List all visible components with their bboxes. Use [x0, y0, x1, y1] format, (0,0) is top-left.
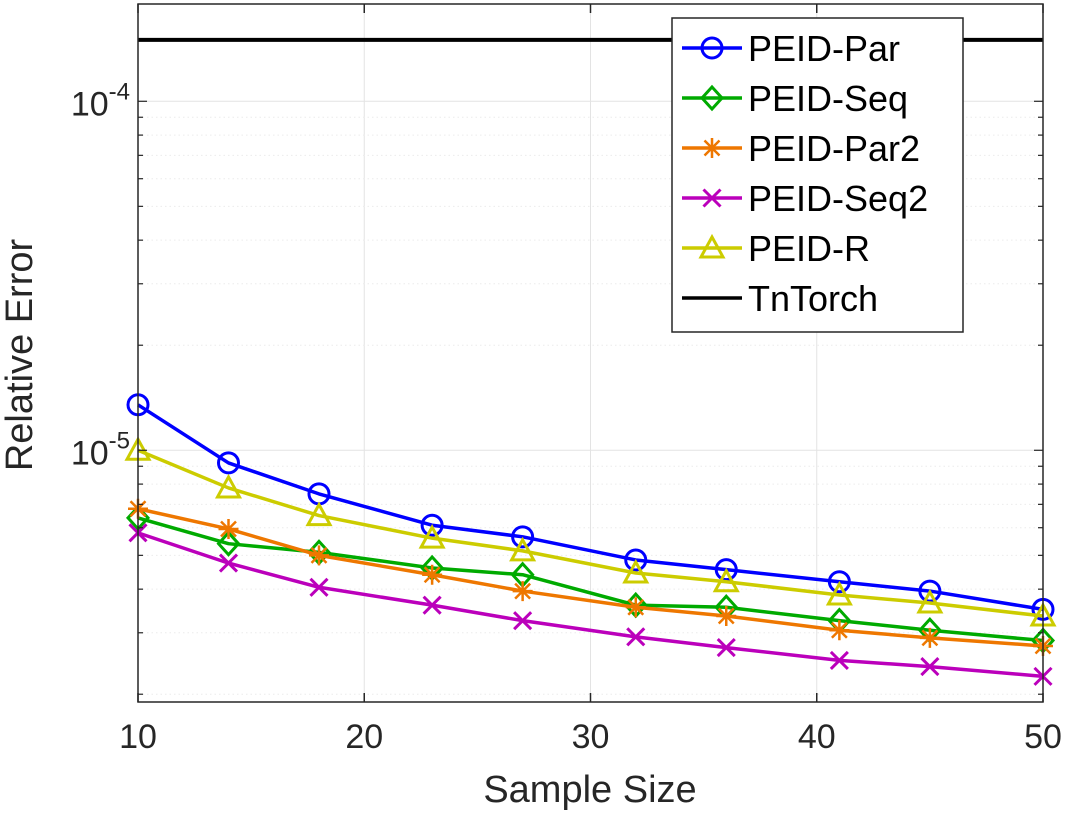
legend-item: TnTorch [682, 278, 878, 319]
series-line [137, 448, 1044, 618]
marker-triangle [712, 567, 740, 593]
x-tick-label: 30 [572, 718, 610, 756]
x-tick-label: 20 [345, 718, 383, 756]
legend: PEID-Par PEID-Seq PEID-Par2 PEID-Seq2 PEID-R… [671, 17, 964, 333]
marker-asterisk [309, 545, 329, 566]
marker-circle [511, 525, 535, 549]
series-line [137, 531, 1044, 679]
legend-box [671, 17, 964, 333]
y-tick-base: 10 [71, 85, 109, 123]
marker-circle [714, 558, 738, 582]
marker-asterisk [422, 564, 443, 585]
y-tick-label: 10-5 [71, 427, 130, 472]
marker-triangle [214, 473, 243, 499]
legend-item: PEID-Seq2 [682, 178, 928, 219]
marker-triangle [916, 588, 944, 614]
marker-asterisk [829, 620, 850, 641]
marker-x [702, 188, 722, 208]
y-axis-title: Relative Error [0, 239, 41, 472]
marker-x [309, 577, 329, 597]
marker-x [716, 638, 736, 658]
legend-label: PEID-Par2 [748, 128, 920, 169]
marker-asterisk [702, 138, 722, 158]
y-tick-exponent: -4 [109, 78, 130, 105]
series-line [137, 507, 1044, 648]
y-tick-base: 10 [71, 434, 109, 472]
marker-x [626, 627, 646, 647]
marker-circle [700, 36, 724, 60]
marker-asterisk [218, 518, 239, 539]
legend-label: PEID-R [748, 228, 870, 269]
x-tick-label: 50 [1024, 718, 1062, 756]
marker-x [513, 611, 533, 631]
marker-circle [827, 570, 851, 594]
marker-asterisk [625, 597, 646, 618]
series-line [137, 403, 1044, 612]
x-axis-title: Sample Size [483, 769, 696, 811]
marker-triangle [305, 501, 333, 527]
marker-x [829, 650, 849, 670]
series-line [137, 516, 1044, 643]
marker-x [422, 595, 442, 615]
x-tick-label: 40 [798, 718, 836, 756]
y-tick-exponent: -5 [109, 427, 130, 454]
marker-triangle [418, 524, 446, 549]
marker-circle [420, 513, 444, 537]
marker-x [218, 553, 239, 573]
marker-asterisk [512, 581, 533, 602]
legend-label: PEID-Par [748, 28, 900, 69]
y-tick-label: 10-4 [71, 78, 130, 123]
marker-circle [624, 548, 648, 572]
legend-item: PEID-Seq [682, 78, 908, 119]
marker-triangle [509, 536, 537, 562]
marker-diamond [699, 84, 725, 112]
marker-circle [918, 579, 942, 603]
x-tick-label: 10 [119, 718, 157, 756]
legend-label: PEID-Seq2 [748, 178, 928, 219]
marker-triangle [698, 233, 726, 259]
marker-asterisk [919, 627, 940, 648]
marker-x [920, 657, 940, 677]
marker-triangle [622, 558, 650, 584]
marker-diamond [216, 530, 241, 557]
marker-asterisk [716, 606, 737, 627]
legend-item: PEID-R [682, 228, 870, 269]
marker-circle [217, 451, 240, 475]
legend-label: TnTorch [748, 278, 878, 319]
legend-item: PEID-Par2 [682, 128, 920, 169]
legend-item: PEID-Par [682, 28, 900, 69]
legend-label: PEID-Seq [748, 78, 908, 119]
marker-triangle [825, 580, 853, 606]
series-layer [124, 37, 1057, 686]
